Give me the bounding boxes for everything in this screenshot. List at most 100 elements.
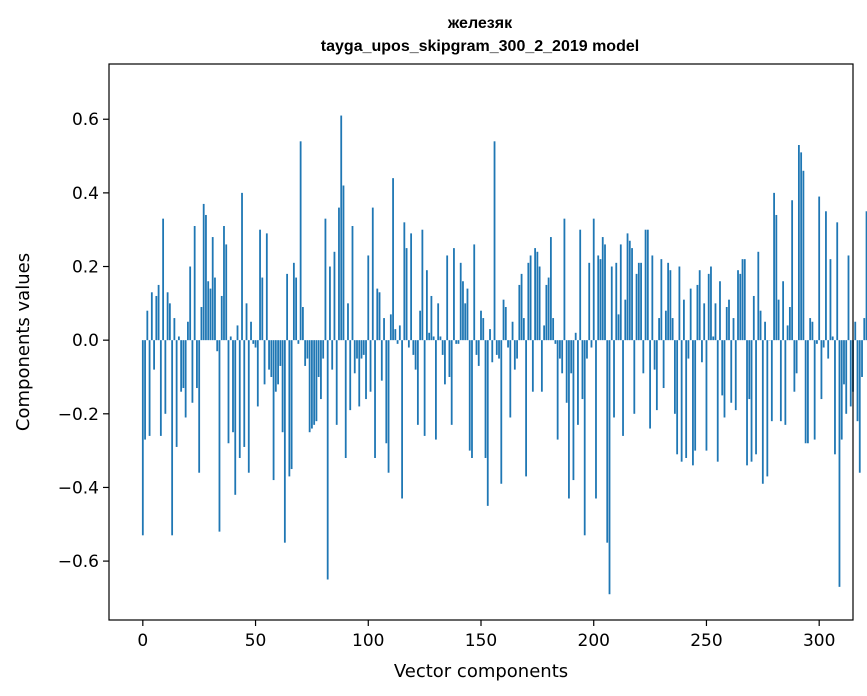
bar-component-37 [225, 244, 228, 341]
bar-component-187 [563, 218, 566, 341]
y-tick-label: 0.6 [72, 110, 99, 130]
bar-component-58 [272, 340, 275, 481]
bar-component-21 [189, 266, 192, 341]
bar-component-321 [865, 211, 867, 341]
bar-component-105 [378, 292, 381, 341]
bar-component-309 [838, 340, 841, 587]
bar-component-19 [184, 340, 187, 418]
bar-component-79 [320, 340, 322, 400]
bar-component-165 [513, 340, 516, 370]
bar-component-190 [570, 340, 573, 374]
bar-component-154 [489, 329, 491, 341]
bar-component-84 [331, 340, 334, 370]
bar-component-149 [477, 340, 480, 366]
bar-component-214 [624, 299, 627, 341]
bar-component-151 [482, 318, 485, 341]
bar-component-287 [788, 307, 791, 341]
bar-component-112 [394, 329, 397, 341]
bar-component-30 [209, 288, 212, 341]
bar-component-193 [577, 340, 579, 425]
bar-component-10 [164, 340, 167, 414]
bar-component-102 [371, 207, 374, 341]
bar-component-293 [802, 170, 805, 341]
bar-component-137 [450, 340, 453, 425]
bar-component-97 [360, 340, 363, 359]
bar-component-143 [464, 303, 467, 341]
bar-component-94 [353, 340, 356, 374]
bar-component-177 [540, 340, 543, 392]
bar-component-161 [504, 307, 507, 341]
bar-component-124 [421, 229, 424, 341]
bar-component-224 [646, 229, 649, 341]
bar-component-48 [250, 321, 252, 341]
y-tick-label: −0.2 [58, 405, 99, 425]
bar-component-253 [712, 336, 715, 341]
bar-component-23 [193, 226, 196, 341]
bar-component-300 [818, 196, 821, 341]
bar-component-45 [243, 340, 246, 447]
bar-component-114 [398, 325, 401, 341]
bar-component-125 [423, 340, 426, 436]
y-tick-label: −0.4 [58, 478, 99, 498]
bar-component-225 [649, 340, 651, 429]
bar-component-257 [721, 340, 724, 396]
bar-component-148 [475, 340, 478, 355]
bar-component-172 [529, 255, 532, 341]
bar-component-42 [236, 325, 239, 341]
bar-component-174 [534, 248, 537, 341]
chart-title-line2: tayga_upos_skipgram_300_2_2019 model [321, 38, 639, 55]
bar-component-242 [687, 340, 690, 359]
y-tick-label: −0.6 [58, 552, 99, 572]
bar-component-170 [525, 340, 527, 477]
bar-component-108 [385, 340, 388, 444]
bar-component-53 [261, 277, 264, 341]
bar-component-128 [430, 295, 433, 341]
bar-component-247 [698, 270, 701, 341]
bar-component-316 [854, 321, 857, 341]
bar-component-72 [304, 340, 307, 366]
bar-component-110 [389, 314, 392, 341]
bar-component-244 [692, 340, 694, 466]
bar-component-184 [556, 340, 559, 440]
bar-component-310 [840, 340, 843, 440]
bar-component-81 [324, 218, 327, 341]
bar-component-86 [335, 340, 338, 425]
bar-component-176 [538, 266, 541, 341]
bar-component-29 [207, 281, 210, 341]
bars-group [141, 115, 867, 595]
bar-component-281 [775, 214, 778, 341]
bar-component-288 [791, 200, 794, 341]
bar-component-118 [407, 340, 410, 348]
x-tick-label: 200 [578, 631, 610, 651]
bar-component-144 [466, 288, 469, 341]
bar-component-57 [270, 340, 273, 377]
bar-component-186 [561, 340, 564, 374]
bar-component-235 [671, 318, 674, 341]
bar-component-25 [198, 340, 201, 473]
bar-component-258 [723, 340, 726, 418]
bar-component-291 [797, 145, 800, 341]
bar-component-76 [313, 340, 316, 425]
bar-component-232 [664, 310, 667, 341]
bar-component-215 [626, 233, 629, 341]
bar-component-168 [520, 273, 523, 341]
bar-component-275 [761, 340, 764, 484]
bar-component-41 [234, 340, 237, 495]
bar-component-35 [220, 295, 223, 341]
bar-component-159 [500, 340, 503, 484]
bar-component-277 [766, 340, 769, 477]
bar-component-64 [286, 273, 289, 341]
bar-component-129 [432, 336, 435, 341]
bar-component-273 [757, 251, 760, 341]
bar-component-230 [660, 259, 663, 341]
bar-component-206 [606, 340, 609, 543]
bar-component-269 [748, 340, 751, 400]
bar-component-265 [739, 273, 742, 341]
bar-component-179 [545, 284, 548, 341]
bar-component-36 [223, 226, 225, 341]
bar-component-5 [153, 340, 155, 370]
bar-component-292 [800, 152, 803, 341]
bar-component-135 [446, 255, 449, 341]
bar-component-216 [628, 240, 631, 341]
